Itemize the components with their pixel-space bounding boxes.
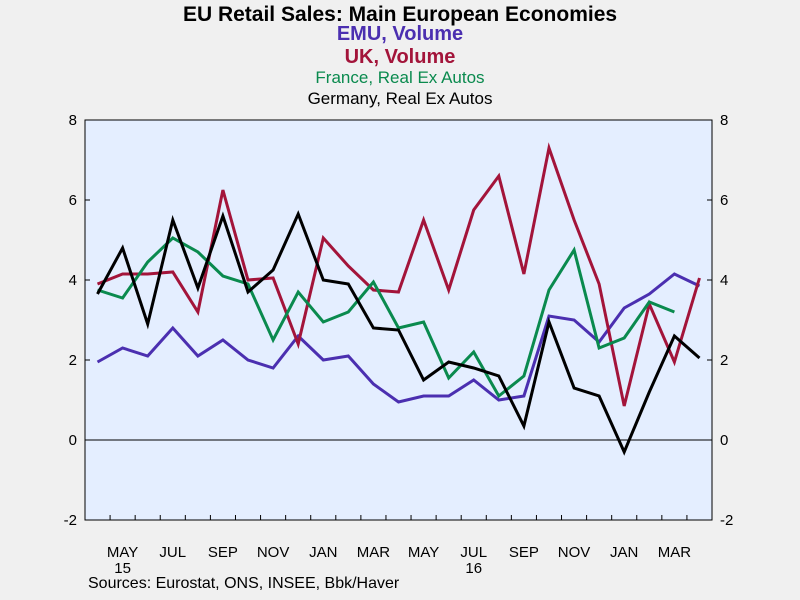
y-tick-label-right: 2: [720, 352, 728, 369]
x-tick-label: JUL: [460, 544, 487, 561]
legend-emu: EMU, Volume: [336, 23, 464, 45]
x-tick-label: MAR: [357, 544, 391, 561]
series-line-germany: [96, 210, 701, 456]
x-tick-label: SEP: [509, 544, 539, 561]
y-tick-label-right: 8: [720, 112, 728, 129]
x-tick-label: SEP: [208, 544, 238, 561]
y-tick-label-right: 4: [720, 272, 728, 289]
legend-germany: Germany, Real Ex Autos: [307, 89, 493, 108]
legend-uk: UK, Volume: [344, 46, 456, 68]
x-tick-label: JAN: [309, 544, 337, 561]
chart-title: EU Retail Sales: Main European Economies: [182, 3, 618, 26]
x-year-label: 15: [114, 560, 131, 577]
source-note: Sources: Eurostat, ONS, INSEE, Bbk/Haver: [88, 575, 400, 592]
x-tick-label: MAY: [408, 544, 439, 561]
x-tick-label: NOV: [558, 544, 591, 561]
y-tick-label-left: -2: [64, 512, 77, 529]
y-tick-label-left: 8: [69, 112, 77, 129]
y-tick-label-left: 4: [69, 272, 77, 289]
y-tick-label-right: 0: [720, 432, 728, 449]
x-tick-label: MAR: [658, 544, 692, 561]
x-tick-label: JAN: [610, 544, 638, 561]
y-tick-label-right: -2: [720, 512, 733, 529]
x-tick-label: MAY: [107, 544, 138, 561]
x-tick-label: JUL: [159, 544, 186, 561]
legend-france: France, Real Ex Autos: [315, 68, 485, 87]
y-tick-label-right: 6: [720, 192, 728, 209]
series-line-uk: [96, 142, 701, 407]
y-tick-label-left: 0: [69, 432, 77, 449]
x-year-label: 16: [465, 560, 482, 577]
series-line-france: [97, 236, 675, 399]
plot-area: [84, 119, 713, 521]
y-tick-label-left: 2: [69, 352, 77, 369]
y-tick-label-left: 6: [69, 192, 77, 209]
x-tick-label: NOV: [257, 544, 290, 561]
